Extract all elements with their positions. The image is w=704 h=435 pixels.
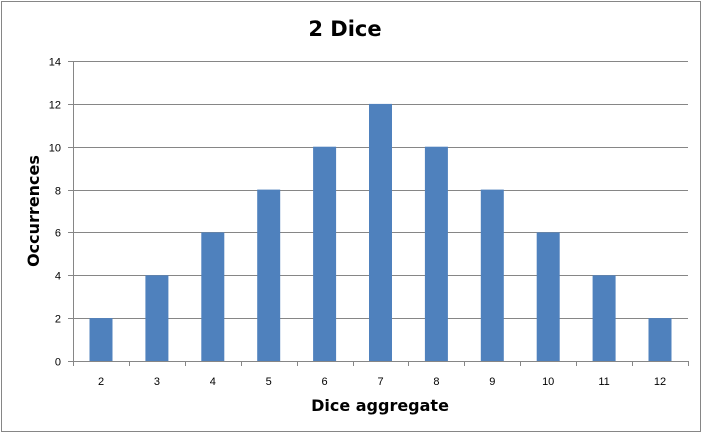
y-tick-labels: 0 2 4 6 8 10 12 14 <box>49 57 61 369</box>
y-tick-label: 2 <box>55 314 61 326</box>
y-tick-label: 10 <box>49 143 61 155</box>
x-tick-label: 6 <box>322 376 328 388</box>
x-tick-label: 8 <box>433 376 439 388</box>
bars <box>89 103 672 362</box>
y-tick-label: 8 <box>55 186 61 198</box>
x-tick-label: 5 <box>266 376 272 388</box>
bar <box>592 275 616 361</box>
axes <box>68 61 689 366</box>
x-tick-label: 10 <box>542 376 554 388</box>
x-tick-label: 4 <box>210 376 216 388</box>
x-tick-label: 9 <box>489 376 495 388</box>
bar <box>201 232 225 361</box>
bar <box>369 103 392 362</box>
x-tick-label: 12 <box>654 376 666 388</box>
bar <box>480 189 504 361</box>
bar <box>313 146 337 361</box>
x-tick-label: 7 <box>377 376 383 388</box>
bar <box>257 189 281 361</box>
bar <box>536 232 560 361</box>
y-tick-label: 4 <box>55 271 61 283</box>
bar <box>145 275 169 361</box>
x-tick-label: 2 <box>98 376 104 388</box>
x-tick-label: 11 <box>598 376 609 388</box>
bar <box>424 146 448 361</box>
y-tick-label: 0 <box>55 357 61 369</box>
chart-title: 2 Dice <box>308 17 381 41</box>
x-tick-label: 3 <box>154 376 160 388</box>
x-axis-title: Dice aggregate <box>311 396 449 415</box>
y-tick-label: 14 <box>49 57 61 69</box>
y-axis-title: Occurrences <box>24 155 43 267</box>
x-tick-labels: 2 3 4 5 6 7 8 9 10 11 12 <box>98 376 666 388</box>
y-tick-label: 12 <box>49 100 61 112</box>
bar <box>648 318 672 361</box>
bar <box>89 318 113 361</box>
y-tick-label: 6 <box>55 228 61 240</box>
